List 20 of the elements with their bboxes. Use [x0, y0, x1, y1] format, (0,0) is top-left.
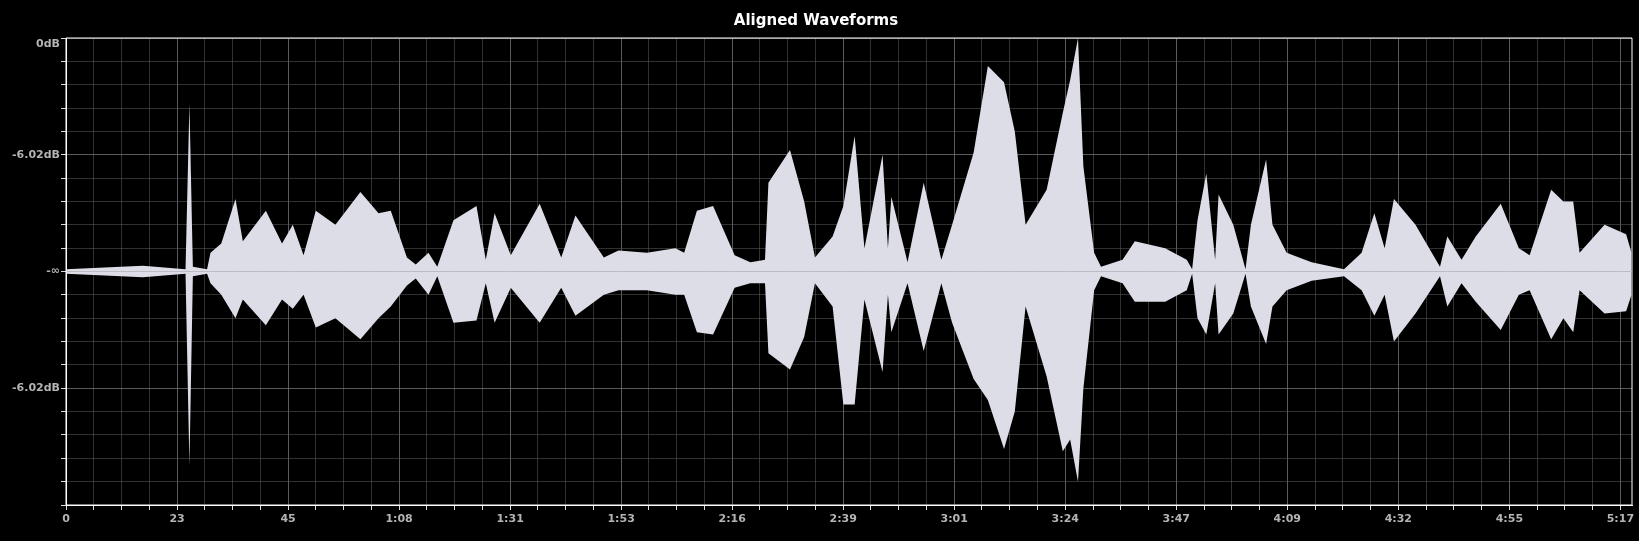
- x-tick-label: 23: [169, 512, 185, 526]
- text: -6.02dB: [12, 381, 60, 395]
- x-tick-label: 1:53: [607, 512, 635, 526]
- x-tick-label: 2:39: [829, 512, 857, 526]
- text: 0dB: [36, 36, 60, 50]
- text: -6.02dB: [12, 147, 60, 161]
- x-tick-label: 4:55: [1495, 512, 1524, 526]
- x-tick-label: 0: [62, 512, 71, 526]
- x-tick-label: 3:47: [1162, 512, 1190, 526]
- x-tick-label: 3:24: [1051, 512, 1080, 526]
- x-tick-label: 4:32: [1384, 512, 1413, 526]
- x-tick-label: 4:09: [1273, 512, 1301, 526]
- text: -∞: [46, 264, 60, 278]
- x-tick-label: 5:17: [1606, 512, 1635, 526]
- x-tick-label: 1:31: [496, 512, 524, 526]
- x-tick-label: 3:01: [940, 512, 968, 526]
- x-tick-label: 45: [280, 512, 296, 526]
- chart-title: Aligned Waveforms: [733, 10, 899, 29]
- x-tick-label: 1:08: [385, 512, 413, 526]
- x-tick-label: 2:16: [718, 512, 747, 526]
